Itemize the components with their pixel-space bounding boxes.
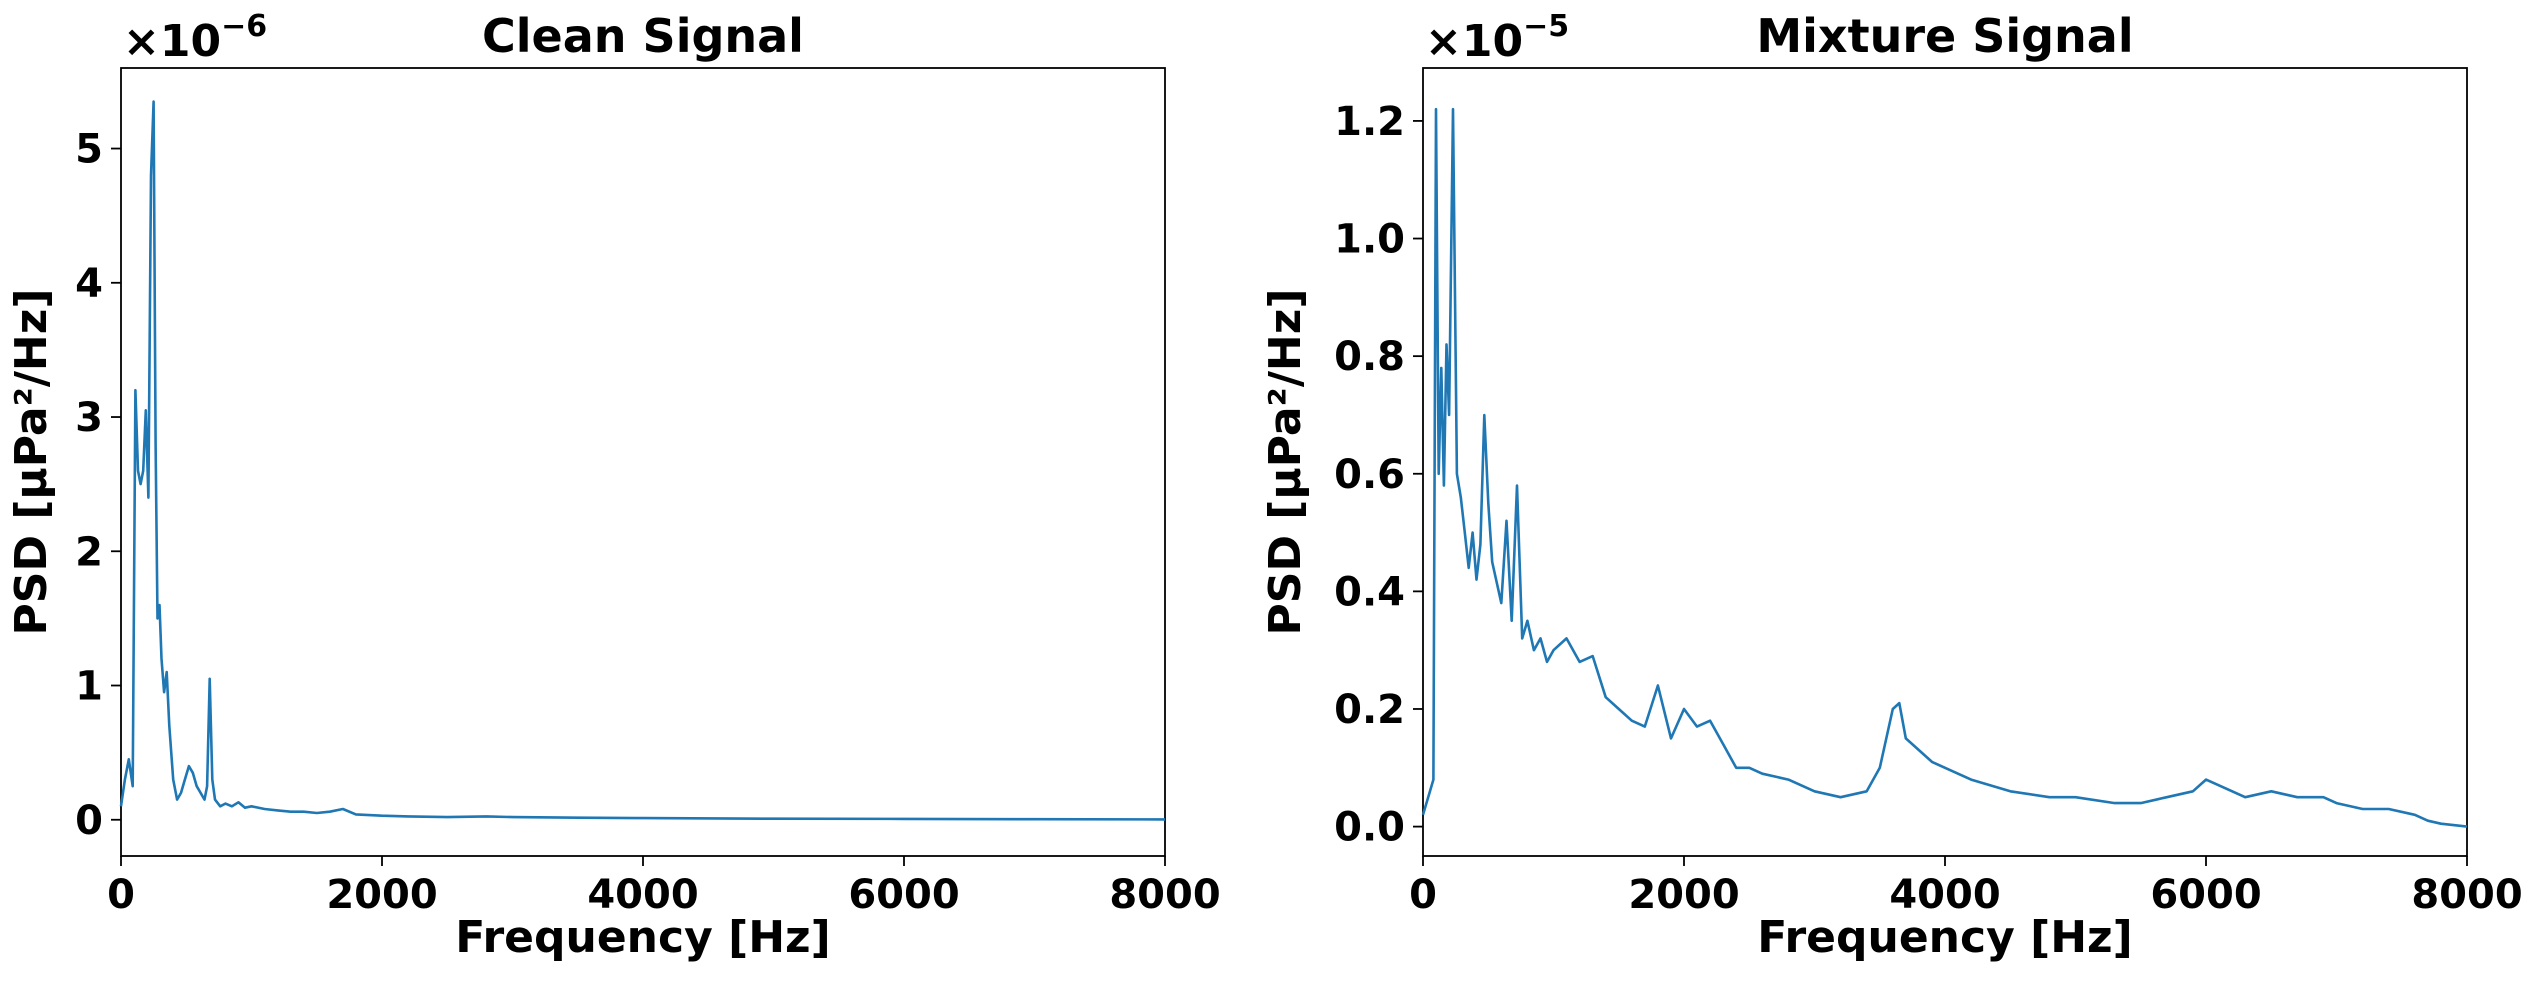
y-tick-label: 0.0 — [1334, 805, 1405, 851]
y-tick-label: 3 — [75, 395, 103, 441]
x-axis-label: Frequency [Hz] — [455, 912, 831, 963]
x-tick-label: 0 — [107, 872, 135, 918]
y-offset-base: ×10 — [1425, 16, 1523, 67]
y-offset-label: ×10−5 — [1425, 9, 1569, 67]
y-tick-label: 0.8 — [1334, 334, 1405, 380]
chart-title: Clean Signal — [482, 9, 804, 63]
y-tick-label: 2 — [75, 529, 103, 575]
y-tick-label: 0 — [75, 798, 103, 844]
x-tick-label: 2000 — [1628, 872, 1739, 918]
y-offset-exponent: −6 — [221, 9, 267, 44]
y-tick-label: 1.0 — [1334, 217, 1405, 263]
x-axis-label: Frequency [Hz] — [1757, 912, 2133, 963]
x-tick-label: 8000 — [2411, 872, 2522, 918]
x-tick-label: 6000 — [848, 872, 959, 918]
psd-line — [119, 100, 1166, 821]
y-offset-base: ×10 — [123, 16, 221, 67]
y-offset-label: ×10−6 — [123, 9, 267, 67]
y-tick-label: 0.2 — [1334, 687, 1405, 733]
x-tick-label: 8000 — [1109, 872, 1220, 918]
psd-line — [1421, 107, 2468, 828]
x-tick-label: 6000 — [2150, 872, 2261, 918]
y-tick-label: 4 — [75, 261, 103, 307]
chart-title: Mixture Signal — [1756, 9, 2133, 63]
y-axis-label: PSD [µPa²/Hz] — [6, 289, 57, 636]
x-tick-label: 0 — [1409, 872, 1437, 918]
y-tick-label: 0.4 — [1334, 569, 1405, 615]
y-offset-exponent: −5 — [1523, 9, 1569, 44]
y-tick-label: 5 — [75, 127, 103, 173]
x-tick-label: 4000 — [1889, 872, 2000, 918]
mixture-signal-panel: 0 2000 4000 6000 8000 0.0 0.2 0.4 0.6 0.8 1.0 1.2 Mi… — [1260, 9, 2523, 963]
y-tick-label: 1.2 — [1334, 99, 1405, 145]
x-tick-label: 4000 — [587, 872, 698, 918]
plot-frame — [120, 67, 1166, 857]
clean-signal-panel: 0 2000 4000 6000 8000 0 1 2 3 4 5 Clean Signal Frequ… — [6, 9, 1221, 963]
y-axis-label: PSD [µPa²/Hz] — [1260, 289, 1311, 636]
y-tick-label: 0.6 — [1334, 452, 1405, 498]
y-tick-label: 1 — [75, 664, 103, 710]
plot-frame — [1422, 67, 2468, 857]
x-tick-label: 2000 — [326, 872, 437, 918]
